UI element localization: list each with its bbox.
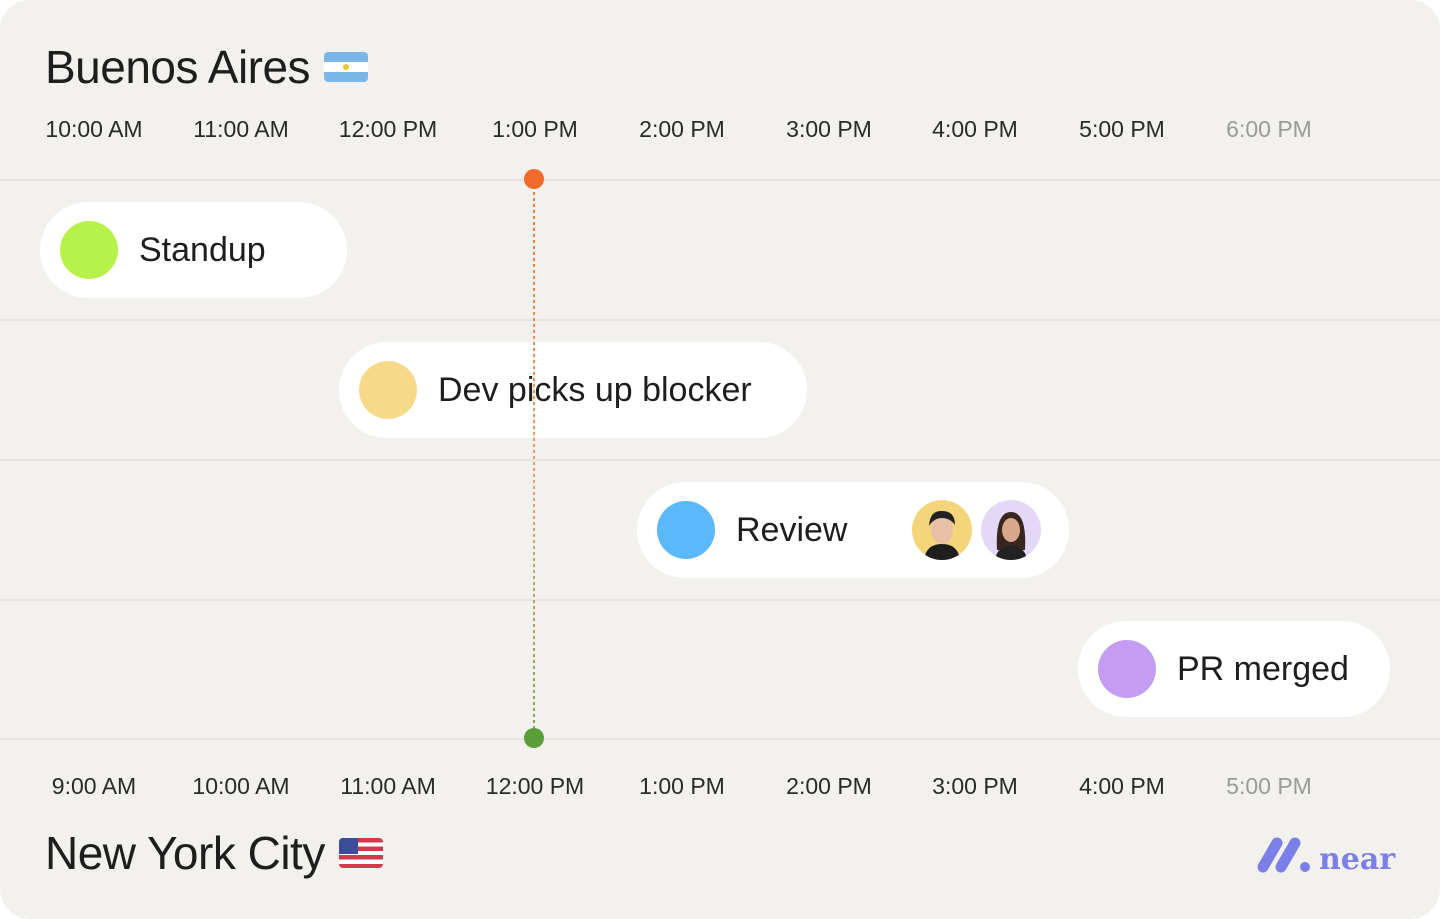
us-flag-icon [338, 838, 383, 868]
event-label: Standup [139, 230, 266, 269]
time-label: 10:00 AM [192, 773, 290, 799]
top-city-title: Buenos Aires [45, 40, 369, 94]
time-label: 10:00 AM [45, 116, 143, 142]
event-color-dot [657, 501, 715, 559]
time-label: 11:00 AM [193, 116, 289, 142]
event-review[interactable]: Review [637, 482, 1069, 578]
grid-line [0, 738, 1440, 740]
time-label: 4:00 PM [1079, 773, 1165, 799]
time-label: 2:00 PM [639, 116, 725, 142]
bottom-time-axis: 9:00 AM 10:00 AM 11:00 AM 12:00 PM 1:00 … [0, 773, 1440, 803]
current-time-line [533, 180, 535, 738]
brand-name: near [1319, 842, 1396, 877]
avatar[interactable] [981, 500, 1041, 560]
bottom-city-title: New York City [45, 826, 383, 880]
near-logo: near [1255, 835, 1395, 875]
time-label: 5:00 PM [1226, 773, 1312, 799]
top-time-axis: 10:00 AM 11:00 AM 12:00 PM 1:00 PM 2:00 … [0, 116, 1440, 146]
event-standup[interactable]: Standup [40, 202, 347, 298]
event-label: PR merged [1177, 649, 1349, 688]
time-label: 2:00 PM [786, 773, 872, 799]
time-label: 6:00 PM [1226, 116, 1312, 142]
event-label: Review [736, 510, 848, 549]
time-label: 3:00 PM [932, 773, 1018, 799]
grid-line [0, 599, 1440, 601]
time-label: 12:00 PM [485, 773, 585, 799]
current-time-top-marker [524, 169, 544, 189]
grid-line [0, 319, 1440, 321]
time-label: 12:00 PM [338, 116, 438, 142]
time-label: 4:00 PM [932, 116, 1018, 142]
top-city-name: Buenos Aires [45, 41, 311, 93]
time-label: 1:00 PM [639, 773, 725, 799]
event-dev-picks-up-blocker[interactable]: Dev picks up blocker [339, 342, 807, 438]
grid-line [0, 179, 1440, 181]
event-color-dot [60, 221, 118, 279]
event-label: Dev picks up blocker [438, 370, 752, 409]
time-label: 3:00 PM [786, 116, 872, 142]
time-label: 9:00 AM [51, 773, 137, 799]
time-label: 5:00 PM [1079, 116, 1165, 142]
grid-line [0, 459, 1440, 461]
time-label: 1:00 PM [492, 116, 578, 142]
time-label: 11:00 AM [340, 773, 436, 799]
argentina-flag-icon [324, 52, 369, 82]
current-time-bottom-marker [524, 728, 544, 748]
bottom-city-name: New York City [45, 827, 325, 879]
avatar[interactable] [912, 500, 972, 560]
event-color-dot [359, 361, 417, 419]
near-logo-icon [1257, 837, 1310, 873]
event-pr-merged[interactable]: PR merged [1078, 621, 1390, 717]
event-color-dot [1098, 640, 1156, 698]
